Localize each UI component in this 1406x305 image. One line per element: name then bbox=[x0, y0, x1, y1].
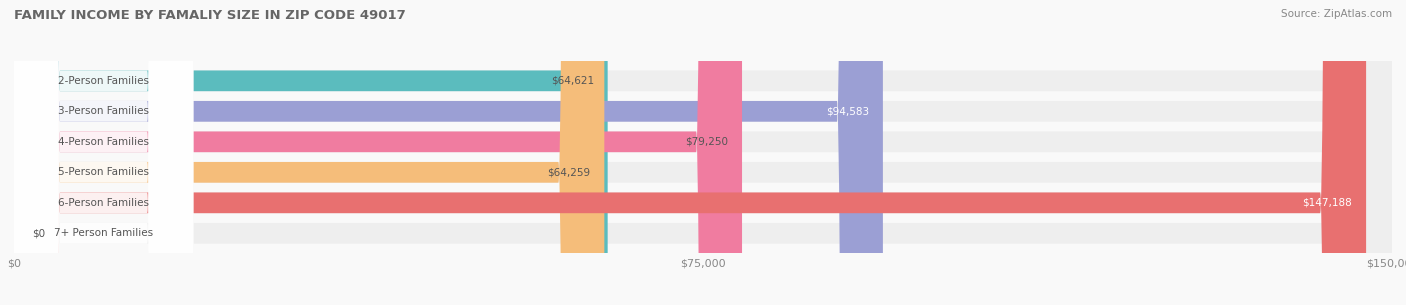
FancyBboxPatch shape bbox=[14, 0, 742, 305]
FancyBboxPatch shape bbox=[14, 0, 193, 305]
FancyBboxPatch shape bbox=[14, 0, 193, 305]
FancyBboxPatch shape bbox=[14, 0, 883, 305]
FancyBboxPatch shape bbox=[14, 0, 1392, 305]
FancyBboxPatch shape bbox=[14, 0, 1392, 305]
FancyBboxPatch shape bbox=[14, 0, 1392, 305]
FancyBboxPatch shape bbox=[14, 0, 1392, 305]
Text: $79,250: $79,250 bbox=[685, 137, 728, 147]
Text: 5-Person Families: 5-Person Families bbox=[58, 167, 149, 177]
FancyBboxPatch shape bbox=[14, 0, 193, 305]
FancyBboxPatch shape bbox=[14, 0, 193, 305]
FancyBboxPatch shape bbox=[14, 0, 607, 305]
Text: $147,188: $147,188 bbox=[1302, 198, 1353, 208]
Text: 2-Person Families: 2-Person Families bbox=[58, 76, 149, 86]
FancyBboxPatch shape bbox=[14, 0, 1392, 305]
Text: 3-Person Families: 3-Person Families bbox=[58, 106, 149, 116]
FancyBboxPatch shape bbox=[14, 0, 193, 305]
FancyBboxPatch shape bbox=[14, 0, 605, 305]
Text: $0: $0 bbox=[32, 228, 45, 238]
Text: $64,259: $64,259 bbox=[547, 167, 591, 177]
Text: Source: ZipAtlas.com: Source: ZipAtlas.com bbox=[1281, 9, 1392, 19]
Text: 7+ Person Families: 7+ Person Families bbox=[53, 228, 153, 238]
FancyBboxPatch shape bbox=[14, 0, 1392, 305]
FancyBboxPatch shape bbox=[14, 0, 193, 305]
FancyBboxPatch shape bbox=[14, 0, 1367, 305]
Text: FAMILY INCOME BY FAMALIY SIZE IN ZIP CODE 49017: FAMILY INCOME BY FAMALIY SIZE IN ZIP COD… bbox=[14, 9, 406, 22]
Text: 6-Person Families: 6-Person Families bbox=[58, 198, 149, 208]
Text: 4-Person Families: 4-Person Families bbox=[58, 137, 149, 147]
Text: $94,583: $94,583 bbox=[825, 106, 869, 116]
Text: $64,621: $64,621 bbox=[551, 76, 593, 86]
